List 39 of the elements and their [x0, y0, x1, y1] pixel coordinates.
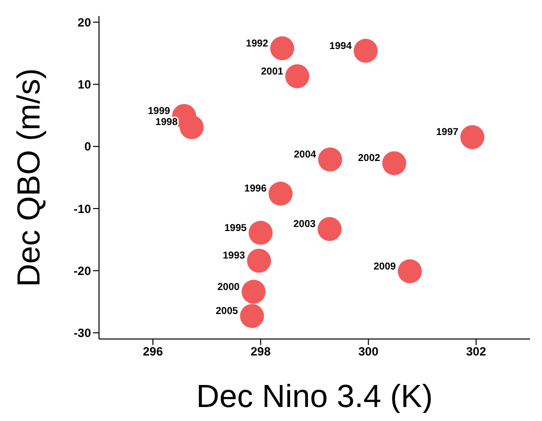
point	[242, 280, 266, 304]
point	[382, 151, 406, 176]
point	[240, 304, 264, 328]
y-tick-label: -10	[74, 202, 92, 216]
annotation: 2001	[261, 66, 284, 78]
point	[318, 217, 342, 242]
point	[268, 182, 293, 206]
annotation: 2002	[358, 153, 381, 164]
annotation: 1996	[244, 184, 267, 195]
point	[398, 259, 422, 284]
y-tick-label: 10	[78, 78, 92, 92]
point	[247, 248, 272, 273]
point	[318, 147, 342, 172]
point	[460, 125, 484, 150]
annotation: 2000	[217, 282, 240, 293]
annotation: 2004	[294, 149, 317, 160]
annotation: 2009	[374, 261, 396, 272]
annotation: 1993	[222, 250, 246, 262]
point	[180, 115, 204, 140]
annotation: 1999	[148, 106, 171, 118]
annotation: 1994	[329, 40, 352, 52]
x-tick-label: 298	[250, 344, 271, 359]
y-tick-label: 20	[78, 15, 92, 30]
annotation: 2005	[216, 306, 238, 318]
x-tick-label: 300	[358, 344, 379, 359]
point	[354, 38, 378, 63]
x-tick-label: 302	[466, 344, 486, 359]
annotation: 2003	[293, 219, 316, 230]
point	[285, 64, 310, 88]
annotation: 1997	[436, 127, 459, 138]
y-tick-label: 0	[84, 140, 92, 154]
y-tick-label: -30	[74, 326, 92, 340]
point	[270, 36, 294, 60]
point	[248, 220, 273, 245]
x-tick-label: 296	[142, 344, 164, 359]
y-tick-label: -20	[74, 264, 92, 278]
y-axis-title: Dec QBO (m/s)	[10, 68, 46, 287]
annotation: 1992	[246, 38, 269, 50]
annotation: 1995	[224, 222, 248, 234]
